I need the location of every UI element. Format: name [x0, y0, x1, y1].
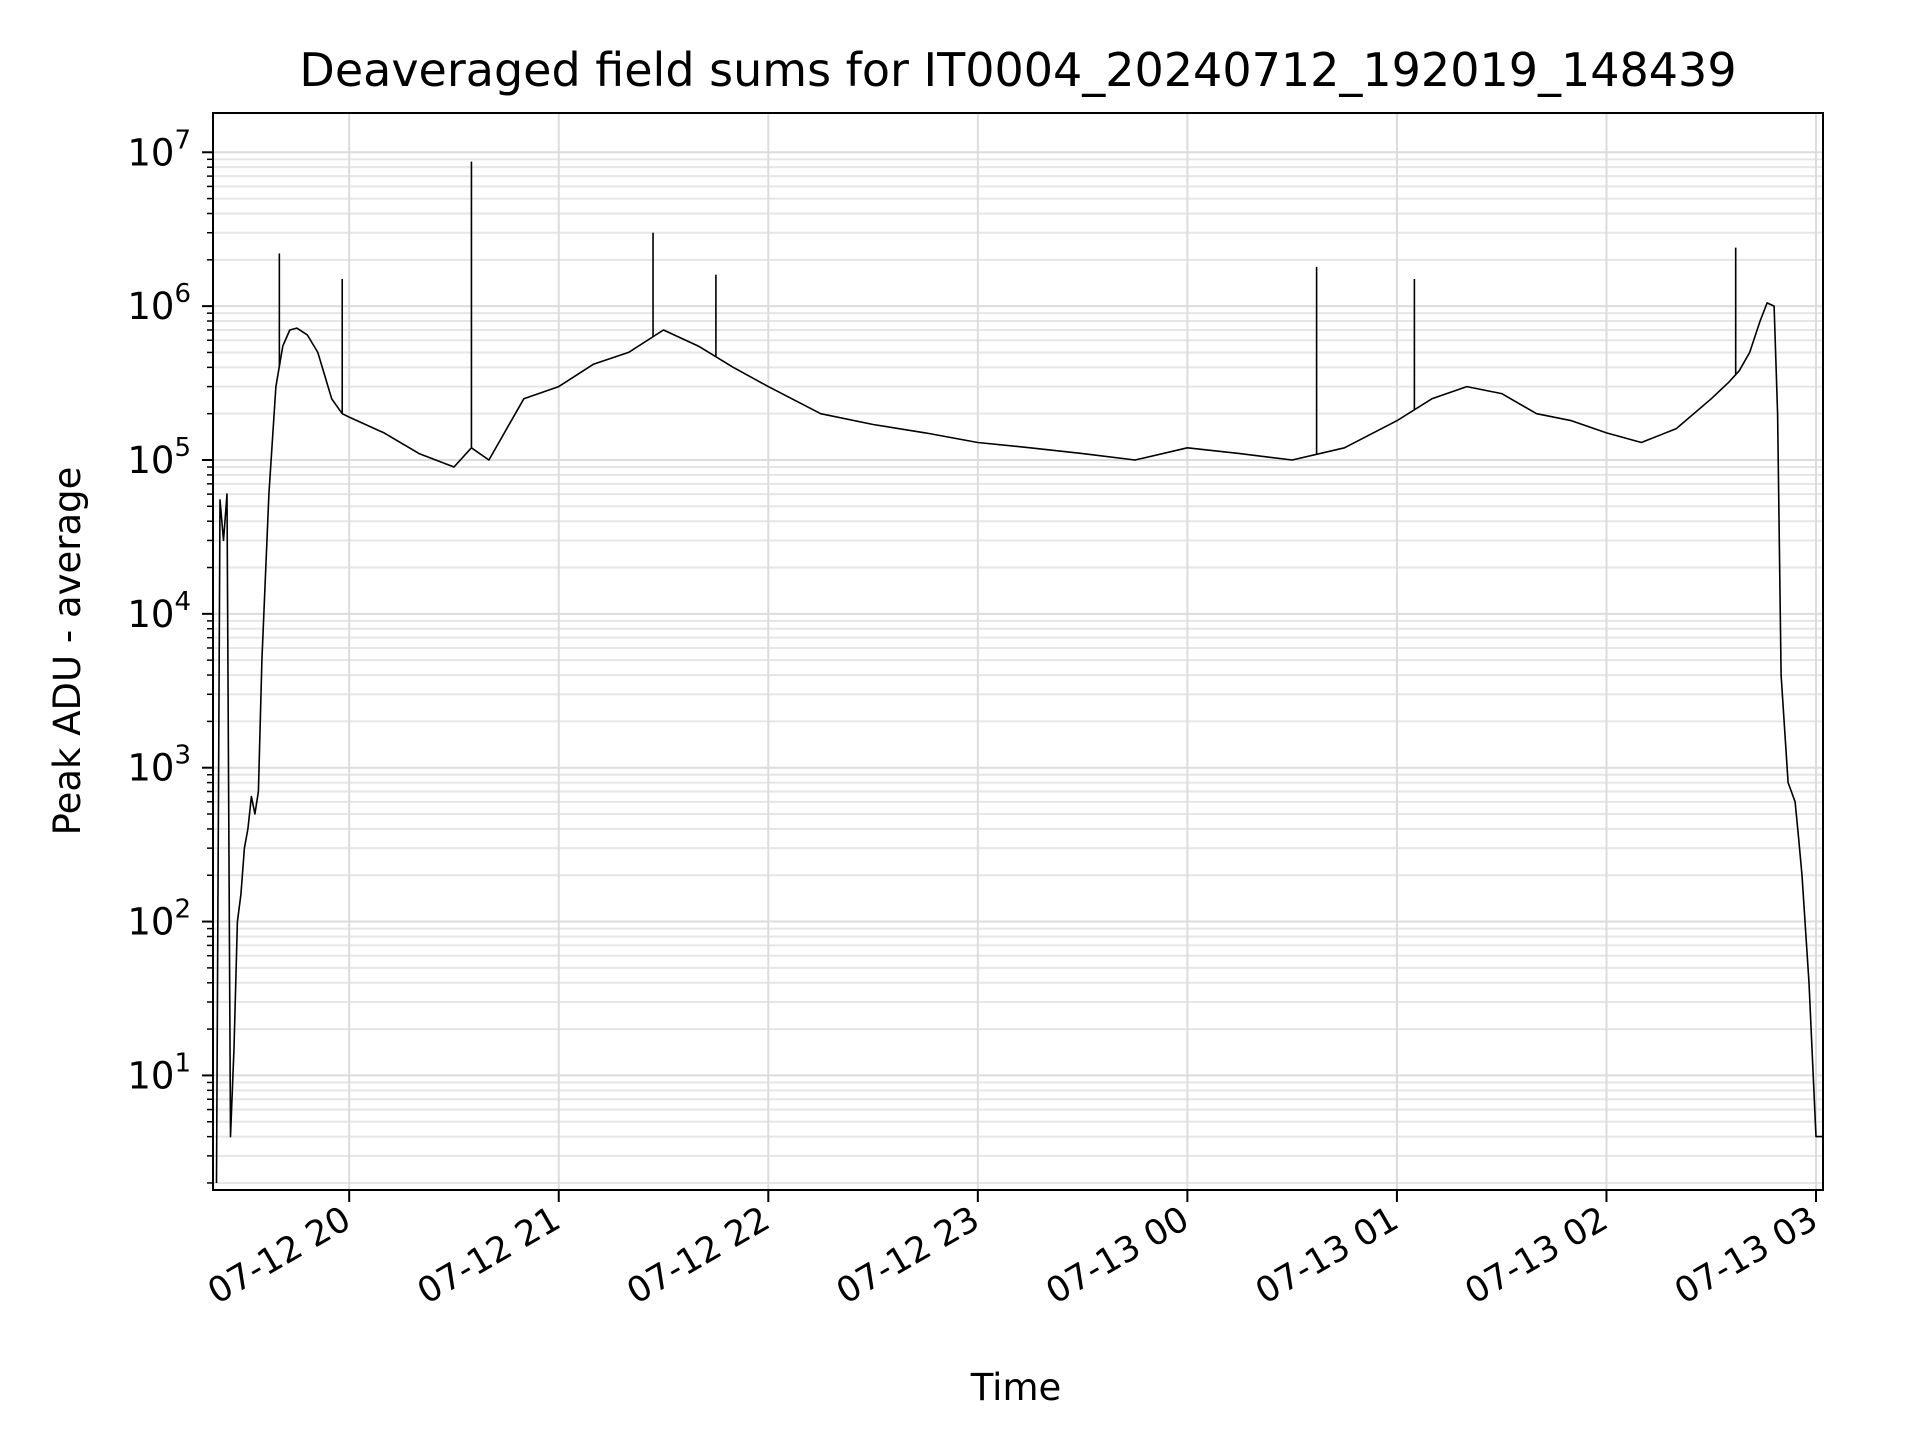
y-tick-exponent: 5: [174, 433, 191, 463]
chart-title: Deaveraged field sums for IT0004_2024071…: [299, 43, 1736, 97]
series-line: [215, 302, 1823, 1184]
series-layer: [215, 161, 1823, 1184]
y-tick-exponent: 7: [174, 125, 191, 155]
y-tick-exponent: 1: [174, 1048, 191, 1078]
y-tick-exponent: 4: [174, 587, 191, 617]
x-axis-label: Time: [970, 1366, 1062, 1409]
grid-minor: [213, 158, 1823, 1184]
y-tick-exponent: 2: [174, 895, 191, 925]
y-tick-exponent: 3: [174, 741, 191, 771]
y-axis-label: Peak ADU - average: [46, 467, 89, 836]
plot-frame: [212, 112, 1824, 1191]
y-tick-exponent: 6: [174, 279, 191, 309]
grid-major: [213, 113, 1823, 1190]
